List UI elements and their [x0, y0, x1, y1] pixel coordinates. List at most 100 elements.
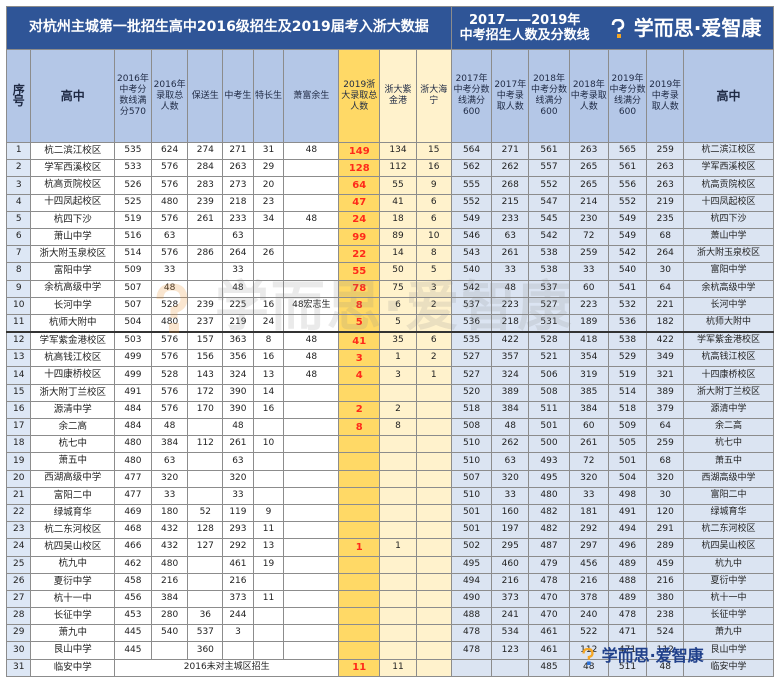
row-zju-haining [415, 538, 452, 557]
row-2018-count: 319 [568, 366, 609, 385]
row-zju-zijingang: 134 [379, 141, 417, 161]
row-2018-score: 511 [528, 400, 570, 420]
row-exam: 271 [222, 141, 254, 161]
row-recommended: 274 [187, 141, 224, 161]
table-row: 3 杭高贡院校区 526 576 283 273 20 64 55 9 555 268 552 265 55… [5, 176, 774, 195]
row-2017-count: 324 [491, 366, 530, 385]
header-xiaofu: 萧富余生 [283, 49, 340, 143]
row-2017-count: 271 [491, 141, 530, 161]
row-talent: 13 [252, 366, 285, 385]
row-2016-total: 48 [150, 417, 189, 437]
row-2019-zju-total: 41 [338, 331, 381, 351]
row-recommended [187, 279, 224, 298]
row-2017-count: 261 [491, 245, 530, 264]
row-talent: 24 [252, 313, 285, 333]
footer-brand: 学而思·爱智康 [580, 642, 704, 666]
row-2016-score: 456 [114, 589, 152, 609]
row-xiaofu [283, 262, 340, 281]
row-2016-score: 480 [114, 452, 152, 471]
row-2018-score: 508 [528, 383, 570, 402]
row-recommended: 172 [187, 383, 224, 402]
row-2018-count: 378 [568, 589, 609, 609]
row-2019-count: 380 [646, 589, 685, 609]
row-school-right: 杭七中 [683, 435, 774, 454]
row-school-right: 夏衍中学 [683, 572, 774, 591]
table-row: 15 浙大附丁兰校区 491 576 172 390 14 520 389 508 385 514 38… [5, 383, 774, 402]
row-zju-zijingang: 35 [379, 331, 417, 351]
row-2019-zju-total [338, 607, 381, 626]
row-2017-count: 320 [491, 469, 530, 488]
row-2019-score: 540 [607, 262, 648, 281]
row-exam: 3 [222, 624, 254, 643]
table-row: 30 艮山中学 445 360 478 123 461 112 471 112 艮山中学 [5, 641, 774, 660]
row-2019-score: 471 [607, 641, 648, 660]
row-xiaofu [283, 521, 340, 540]
row-recommended: 112 [187, 435, 224, 454]
row-exam: 373 [222, 589, 254, 609]
row-school-right: 余杭高级中学 [683, 279, 774, 298]
row-exam: 218 [222, 193, 254, 212]
row-2016-score: 507 [114, 279, 152, 298]
row-zju-haining [415, 503, 452, 523]
row-2017-count: 262 [491, 159, 530, 178]
row-2019-count: 264 [646, 245, 685, 264]
row-2018-score: 527 [528, 296, 570, 315]
row-seq: 20 [5, 469, 32, 488]
row-recommended: 143 [187, 366, 224, 385]
row-school: 杭高贡院校区 [30, 176, 116, 195]
row-school-right: 西湖高级中学 [683, 469, 774, 488]
row-2018-count: 292 [568, 521, 609, 540]
row-2019-zju-total: 1 [338, 538, 381, 557]
table-body: 1 杭二滨江校区 535 624 274 271 31 48 149 134 15 564 271 561… [5, 141, 774, 677]
row-zju-haining: 2 [415, 296, 452, 315]
row-2016-total: 576 [150, 176, 189, 195]
row-2018-score: 493 [528, 452, 570, 471]
row-2016-score: 509 [114, 262, 152, 281]
row-2019-score: 514 [607, 383, 648, 402]
row-exam: 363 [222, 331, 254, 351]
row-xiaofu [283, 245, 340, 264]
row-2019-zju-total [338, 503, 381, 523]
row-exam: 293 [222, 521, 254, 540]
row-seq: 26 [5, 572, 32, 591]
row-2019-count: 389 [646, 383, 685, 402]
row-xiaofu [283, 417, 340, 437]
row-2019-zju-total [338, 624, 381, 643]
row-2017-score: 537 [450, 296, 493, 315]
row-school: 长河中学 [30, 296, 116, 315]
row-2019-zju-total [338, 572, 381, 591]
row-zju-zijingang [379, 521, 417, 540]
row-zju-zijingang [379, 469, 417, 488]
row-2016-total: 432 [150, 538, 189, 557]
row-xiaofu [283, 503, 340, 523]
row-2018-count: 240 [568, 607, 609, 626]
header-school: 高中 [30, 49, 116, 143]
row-2016-score: 526 [114, 176, 152, 195]
row-2017-score: 562 [450, 159, 493, 178]
row-xiaofu [283, 159, 340, 178]
row-school: 杭九中 [30, 555, 116, 574]
row-2016-score: 462 [114, 555, 152, 574]
row-2017-count: 48 [491, 417, 530, 437]
row-school-right: 萧九中 [683, 624, 774, 643]
row-school: 夏衍中学 [30, 572, 116, 591]
row-zju-haining: 16 [415, 159, 452, 178]
row-2016-score: 468 [114, 521, 152, 540]
row-2018-count: 60 [568, 417, 609, 437]
table-row: 5 杭四下沙 519 576 261 233 34 48 24 18 6 549 233 545 230 54… [5, 210, 774, 229]
row-zju-haining [415, 572, 452, 591]
row-2018-count: 522 [568, 624, 609, 643]
row-2019-count: 30 [646, 262, 685, 281]
row-school-right: 十四康桥校区 [683, 366, 774, 385]
data-table-container: 对杭州主城第一批招生高中2016级招生及2019届考入浙大数据 2017——20… [5, 6, 775, 677]
row-talent [252, 572, 285, 591]
row-xiaofu [283, 452, 340, 471]
row-recommended [187, 227, 224, 247]
row-2018-count: 33 [568, 486, 609, 505]
row-2016-total: 576 [150, 383, 189, 402]
row-xiaofu [283, 641, 340, 660]
row-school: 杭二滨江校区 [30, 141, 116, 161]
row-2018-score: 479 [528, 555, 570, 574]
row-xiaofu [283, 572, 340, 591]
row-school: 十四康桥校区 [30, 366, 116, 385]
